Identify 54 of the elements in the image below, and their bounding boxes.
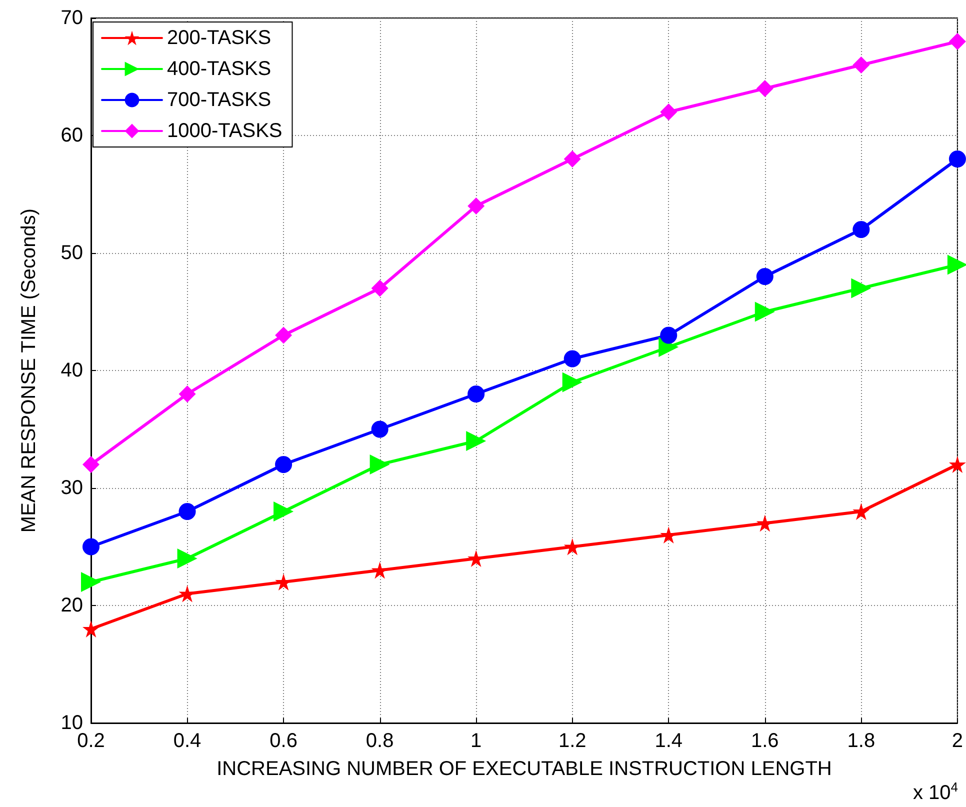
x-tick-label: 2 <box>952 730 963 752</box>
point <box>178 503 196 520</box>
point <box>756 80 774 97</box>
x-tick-label: 0.6 <box>270 730 298 752</box>
x-tick-label: 0.4 <box>173 730 202 752</box>
point <box>660 326 678 344</box>
y-tick-label: 20 <box>60 594 83 616</box>
point <box>466 431 486 451</box>
point <box>564 150 581 168</box>
y-tick-label: 30 <box>60 477 83 499</box>
point <box>468 386 485 402</box>
x-tick-label: 1 <box>470 730 482 752</box>
point <box>275 456 292 473</box>
point <box>82 456 100 473</box>
point <box>948 33 966 50</box>
x-tick-label: 1.4 <box>654 730 683 752</box>
point <box>178 386 196 402</box>
legend-label: 400-TASKS <box>167 58 272 80</box>
x-tick-label: 0.8 <box>366 730 394 752</box>
point <box>660 104 678 120</box>
point <box>274 502 294 522</box>
x-axis-title: INCREASING NUMBER OF EXECUTABLE INSTRUCTION LENGTH <box>216 758 832 780</box>
y-tick-label: 70 <box>60 7 83 29</box>
point <box>947 254 966 275</box>
legend-label: 200-TASKS <box>167 27 272 49</box>
point <box>948 456 966 473</box>
point <box>177 548 198 568</box>
point <box>370 454 390 474</box>
point <box>851 278 872 298</box>
point <box>81 572 101 592</box>
legend-label: 700-TASKS <box>167 89 272 111</box>
point <box>948 150 966 168</box>
point <box>371 420 388 438</box>
x-tick-label: 1.8 <box>847 730 876 752</box>
legend-label: 1000-TASKS <box>167 120 282 142</box>
x-tick-label: 1.6 <box>750 730 779 752</box>
x-tick-label: 1.2 <box>558 730 586 752</box>
point <box>852 221 870 238</box>
point <box>754 302 775 322</box>
point <box>275 326 292 344</box>
y-tick-label: 50 <box>60 242 83 264</box>
point <box>562 372 582 392</box>
y-tick-label: 60 <box>60 124 83 146</box>
point <box>852 56 870 74</box>
point <box>564 350 581 368</box>
point <box>852 503 870 520</box>
y-tick-label: 40 <box>60 360 83 382</box>
point <box>468 198 485 214</box>
point <box>756 268 774 285</box>
point <box>658 337 679 357</box>
point <box>82 620 100 638</box>
point <box>82 538 100 556</box>
point <box>371 280 388 297</box>
y-axis-title: MEAN RESPONSE TIME (Seconds) <box>18 208 40 533</box>
